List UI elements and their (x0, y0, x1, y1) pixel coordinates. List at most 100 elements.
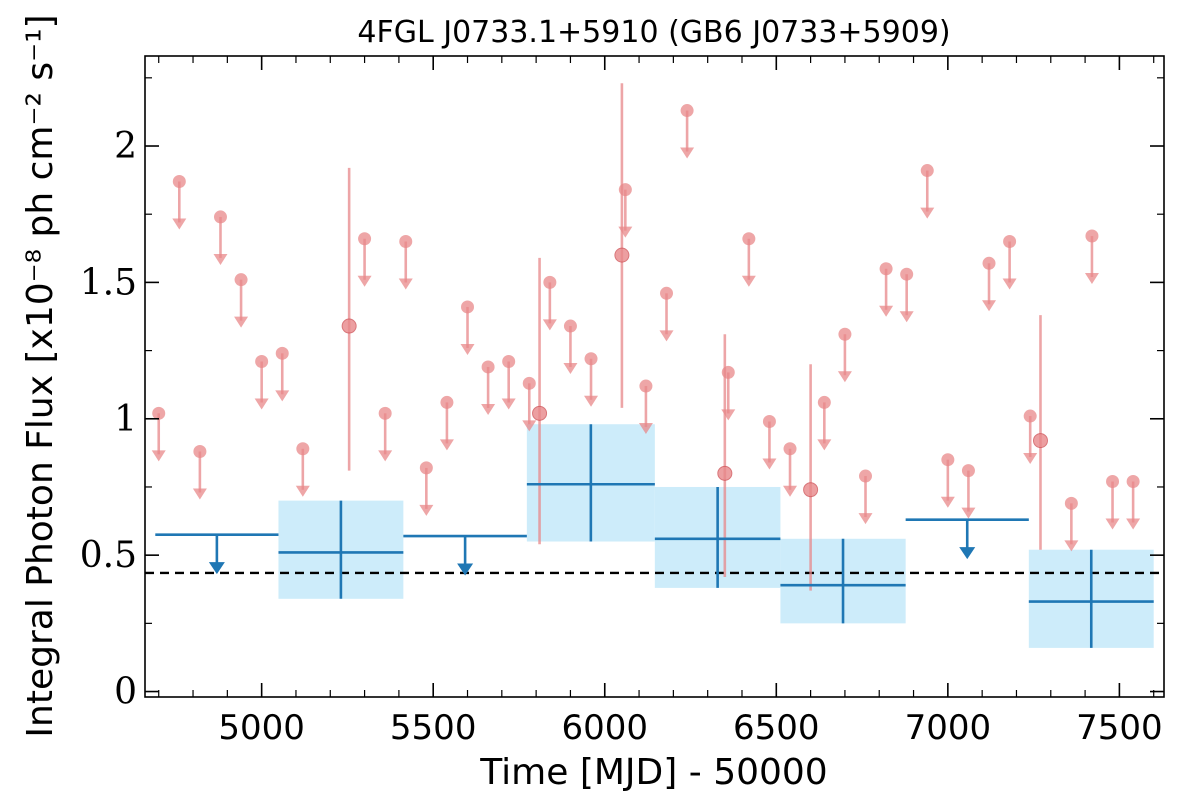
fine-bin-layer (151, 83, 1141, 591)
upper-limit-point (900, 267, 914, 281)
upper-limit-point (982, 256, 996, 270)
upper-limit-point (941, 453, 955, 467)
upper-limit-arrow (172, 218, 187, 230)
upper-limit-arrow (357, 275, 372, 287)
tick-labels-layer: 5000 5500 6000 6500 7000 7500 0 0.5 1 1.5 2 (80, 126, 1163, 748)
upper-limit-point (419, 461, 433, 475)
upper-limit-arrow (982, 300, 997, 312)
y-tick-label: 1 (114, 399, 137, 440)
upper-limit-arrow (1002, 278, 1017, 290)
plot-frame (144, 55, 1165, 698)
upper-limit-arrow (254, 398, 269, 410)
upper-limit-point (1064, 496, 1078, 510)
upper-limit-arrow (762, 458, 777, 470)
upper-limit-arrow (398, 278, 413, 290)
upper-limit-arrow (783, 485, 798, 497)
upper-limit-point (172, 174, 186, 188)
upper-limit-arrow (501, 398, 516, 410)
upper-limit-point (522, 376, 536, 390)
upper-limit-arrow (275, 390, 290, 402)
upper-limit-arrow (1105, 518, 1120, 530)
detection-point (341, 318, 357, 334)
upper-limit-arrow (1126, 518, 1141, 530)
y-tick-label: 2 (114, 126, 137, 167)
coarse-upper-limit-arrow (457, 563, 474, 576)
upper-limit-arrow (151, 450, 166, 462)
upper-limit-point (920, 164, 934, 178)
upper-limit-point (234, 273, 248, 287)
upper-limit-point (461, 300, 475, 314)
detection-point (717, 465, 733, 481)
x-tick-label: 7500 (1076, 708, 1163, 748)
upper-limit-arrow (721, 409, 736, 421)
upper-limit-point (255, 354, 269, 368)
upper-limit-point (660, 286, 674, 300)
upper-limit-point (275, 346, 289, 360)
detection-point (614, 247, 630, 263)
upper-limit-arrow (542, 319, 557, 331)
upper-limit-point (817, 395, 831, 409)
upper-limit-point (543, 275, 557, 289)
upper-limit-arrow (1023, 453, 1038, 465)
upper-limit-arrow (940, 496, 955, 508)
upper-limit-point (639, 379, 653, 393)
chart-title: 4FGL J0733.1+5910 (GB6 J0733+5909) (357, 15, 950, 50)
y-axis-title: Integral Photon Flux [x10⁻⁸ ph cm⁻² s⁻¹] (20, 14, 61, 737)
axis-ticks-layer (145, 56, 1164, 697)
upper-limit-arrow (879, 305, 894, 317)
upper-limit-point (152, 406, 166, 420)
upper-limit-point (742, 232, 756, 246)
y-tick-label: 1.5 (80, 262, 137, 303)
upper-limit-arrow (295, 485, 310, 497)
upper-limit-arrow (741, 275, 756, 287)
upper-limit-arrow (899, 311, 914, 323)
upper-limit-arrow (439, 439, 454, 451)
upper-limit-arrow (837, 371, 852, 383)
detection-point (1032, 433, 1048, 449)
upper-limit-arrow (378, 450, 393, 462)
y-tick-label: 0.5 (80, 535, 137, 576)
upper-limit-point (193, 445, 207, 459)
upper-limit-arrow (1064, 540, 1079, 552)
upper-limit-arrow (680, 147, 695, 159)
upper-limit-point (783, 442, 797, 456)
upper-limit-point (502, 354, 516, 368)
upper-limit-arrow (192, 488, 207, 500)
upper-limit-arrow (1084, 273, 1099, 285)
upper-limit-point (358, 232, 372, 246)
upper-limit-arrow (213, 253, 228, 265)
upper-limit-arrow (638, 423, 653, 435)
upper-limit-arrow (234, 316, 249, 328)
upper-limit-point (399, 234, 413, 248)
upper-limit-point (1106, 475, 1120, 489)
upper-limit-point (1023, 409, 1037, 423)
upper-limit-point (680, 104, 694, 118)
x-axis-title: Time [MJD] - 50000 (479, 752, 827, 793)
upper-limit-point (481, 360, 495, 374)
upper-limit-point (563, 319, 577, 333)
upper-limit-point (213, 210, 227, 224)
detection-point (532, 405, 548, 421)
upper-limit-point (961, 464, 975, 478)
coarse-upper-limit-arrow (208, 562, 225, 575)
upper-limit-point (879, 262, 893, 276)
upper-limit-point (1003, 234, 1017, 248)
upper-limit-arrow (858, 513, 873, 525)
upper-limit-point (378, 406, 392, 420)
upper-limit-arrow (419, 504, 434, 516)
x-tick-label: 7000 (905, 708, 992, 748)
detection-point (803, 482, 819, 498)
x-tick-label: 6000 (561, 708, 648, 748)
upper-limit-arrow (584, 395, 599, 407)
upper-limit-point (762, 415, 776, 429)
x-tick-label: 6500 (733, 708, 820, 748)
upper-limit-arrow (481, 403, 496, 415)
upper-limit-arrow (460, 343, 475, 355)
y-tick-label: 0 (114, 672, 137, 713)
upper-limit-point (838, 327, 852, 341)
upper-limit-arrow (522, 420, 537, 432)
upper-limit-point (584, 352, 598, 366)
x-tick-label: 5500 (390, 708, 477, 748)
coarse-upper-limit-arrow (959, 547, 976, 560)
